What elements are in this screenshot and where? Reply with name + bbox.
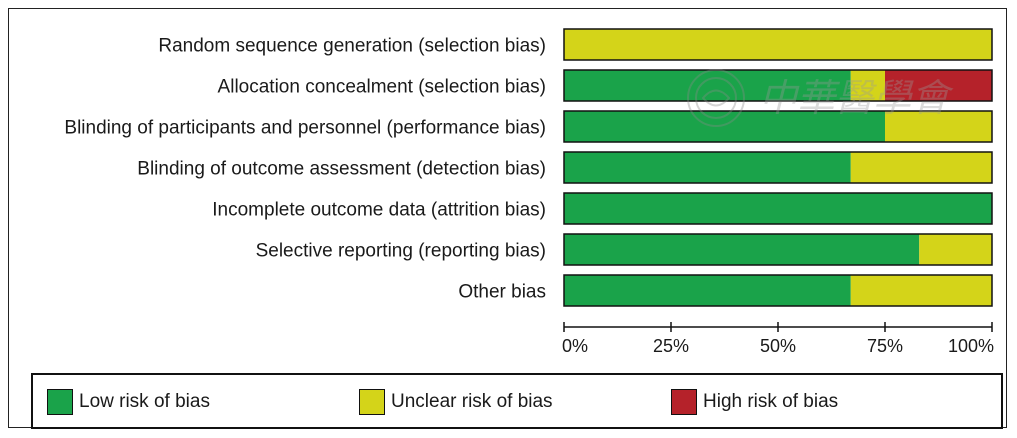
category-label: Blinding of outcome assessment (detectio… xyxy=(137,159,546,180)
bar-segment xyxy=(919,234,992,265)
x-tick-label: 0% xyxy=(562,336,588,356)
category-label: Selective reporting (reporting bias) xyxy=(256,241,546,262)
bar-segment xyxy=(850,275,992,306)
bar-outline xyxy=(563,110,993,143)
category-label: Incomplete outcome data (attrition bias) xyxy=(212,200,546,221)
bar-outline xyxy=(563,151,993,184)
legend-item-unclear: Unclear risk of bias xyxy=(359,388,553,416)
x-tick-label: 25% xyxy=(653,336,689,356)
bar-segment xyxy=(564,70,851,101)
legend-swatch-high xyxy=(671,389,697,415)
legend: Low risk of bias Unclear risk of bias Hi… xyxy=(31,373,1003,429)
risk-of-bias-chart: Random sequence generation (selection bi… xyxy=(64,28,994,356)
bar-segment xyxy=(564,275,851,306)
legend-label-high: High risk of bias xyxy=(703,391,839,412)
bar-segment xyxy=(564,234,920,265)
bar-outline xyxy=(563,233,993,266)
bar-outline xyxy=(563,69,993,102)
bar-segment xyxy=(850,152,992,183)
bar-segment xyxy=(850,70,885,101)
legend-label-unclear: Unclear risk of bias xyxy=(391,391,553,412)
x-tick-label: 100% xyxy=(948,336,994,356)
bar-segment xyxy=(885,111,992,142)
bar-segment xyxy=(885,70,992,101)
bar-segment xyxy=(564,111,885,142)
x-tick-label: 50% xyxy=(760,336,796,356)
bar-outline xyxy=(563,274,993,307)
bar-outline xyxy=(563,192,993,225)
legend-label-low: Low risk of bias xyxy=(79,391,210,412)
legend-swatch-low xyxy=(47,389,73,415)
bar-segment xyxy=(564,29,992,60)
legend-item-high: High risk of bias xyxy=(671,388,838,416)
legend-swatch-unclear xyxy=(359,389,385,415)
bar-outline xyxy=(563,28,993,61)
category-label: Other bias xyxy=(458,282,546,303)
chart-frame: Random sequence generation (selection bi… xyxy=(8,8,1007,429)
bar-segment xyxy=(564,152,851,183)
bar-segment xyxy=(564,193,992,224)
x-tick-label: 75% xyxy=(867,336,903,356)
legend-item-low: Low risk of bias xyxy=(47,388,210,416)
category-label: Random sequence generation (selection bi… xyxy=(158,36,546,57)
category-label: Allocation concealment (selection bias) xyxy=(218,77,546,98)
category-label: Blinding of participants and personnel (… xyxy=(64,118,546,139)
